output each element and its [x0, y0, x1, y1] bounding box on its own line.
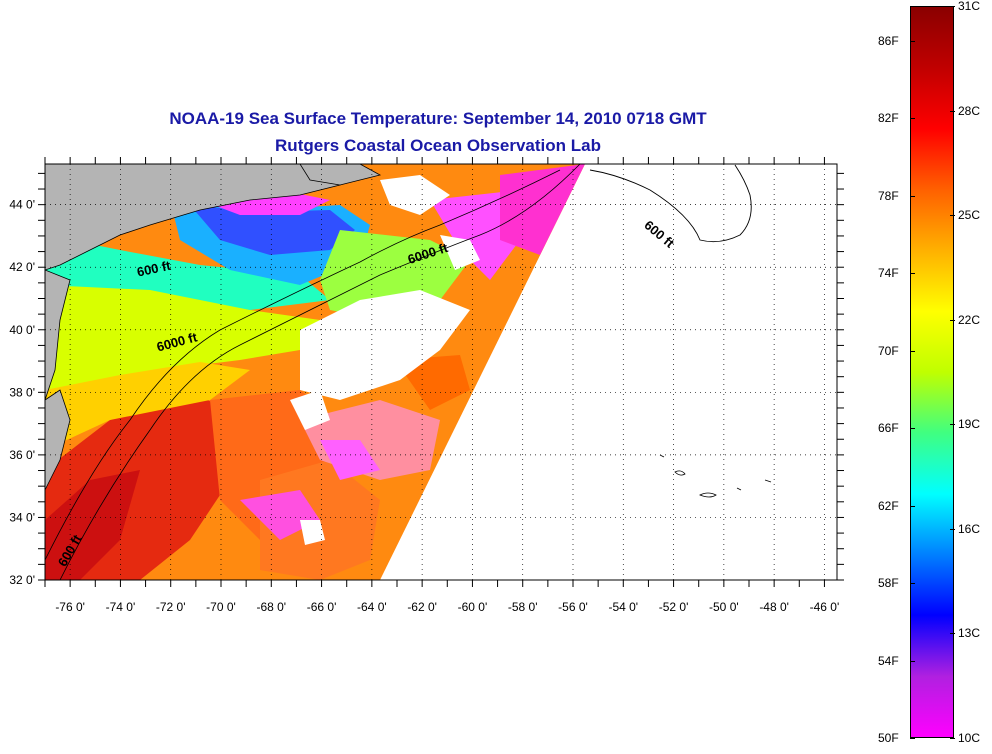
- colorbar-fahrenheit-label: 86F: [878, 33, 899, 48]
- lon-tick-label: -50 0': [709, 600, 739, 614]
- colorbar-fahrenheit-label: 82F: [878, 111, 899, 126]
- lon-tick-label: -68 0': [256, 600, 286, 614]
- map-subtitle: Rutgers Coastal Ocean Observation Lab: [275, 136, 601, 155]
- temperature-colorbar: [910, 6, 954, 738]
- colorbar-tick: [910, 350, 915, 352]
- colorbar-fahrenheit-label: 54F: [878, 653, 899, 668]
- colorbar-tick: [910, 583, 915, 585]
- colorbar-tick: [910, 505, 915, 507]
- land-nova-scotia: [299, 164, 382, 186]
- colorbar-fahrenheit-label: 62F: [878, 498, 899, 513]
- lon-tick-label: -52 0': [659, 600, 689, 614]
- colorbar-tick: [950, 424, 955, 426]
- colorbar-tick: [910, 428, 915, 430]
- lon-tick-label: -64 0': [357, 600, 387, 614]
- latitude-axis: 44 0' 42 0' 40 0' 38 0' 36 0' 34 0' 32 0': [9, 198, 35, 587]
- lon-tick-label: -70 0': [206, 600, 236, 614]
- colorbar-celsius-label: 19C: [958, 417, 981, 432]
- colorbar-tick: [910, 660, 915, 662]
- contour-6000ft: [59, 164, 581, 580]
- colorbar-celsius-label: 16C: [958, 521, 981, 536]
- colorbar-tick: [950, 528, 955, 530]
- colorbar-tick: [950, 6, 955, 7]
- lat-tick-label: 44 0': [9, 198, 35, 212]
- shelf-water: [45, 270, 330, 400]
- colorbar-tick: [950, 215, 955, 217]
- colorbar-celsius-label: 22C: [958, 312, 981, 327]
- lon-tick-label: -60 0': [458, 600, 488, 614]
- lon-tick-label: -72 0': [156, 600, 186, 614]
- lat-lon-grid: [38, 157, 844, 587]
- lon-tick-label: -74 0': [106, 600, 136, 614]
- lon-tick-label: -54 0': [608, 600, 638, 614]
- colorbar-fahrenheit-label: 66F: [878, 421, 899, 436]
- colorbar-celsius-label: 25C: [958, 208, 981, 223]
- colorbar-tick: [950, 738, 955, 739]
- colorbar-tick: [910, 738, 915, 739]
- colorbar-tick: [910, 195, 915, 197]
- cloud-cover: [300, 290, 470, 400]
- contour-600ft: [45, 169, 561, 561]
- colorbar-celsius-label: 28C: [958, 103, 981, 118]
- lon-tick-label: -66 0': [307, 600, 337, 614]
- colorbar-fahrenheit-label: 74F: [878, 266, 899, 281]
- colorbar-fahrenheit-label: 50F: [878, 731, 899, 745]
- lat-tick-label: 36 0': [9, 448, 35, 462]
- lon-tick-label: -76 0': [55, 600, 85, 614]
- colorbar-tick: [950, 110, 955, 112]
- lat-tick-label: 32 0': [9, 573, 35, 587]
- colorbar-tick: [950, 633, 955, 635]
- colorbar-tick: [910, 118, 915, 120]
- colorbar-fahrenheit-label: 58F: [878, 576, 899, 591]
- colorbar-celsius-label: 31C: [958, 0, 981, 13]
- colorbar-fahrenheit-label: 70F: [878, 343, 899, 358]
- lat-tick-label: 42 0': [9, 260, 35, 274]
- lat-tick-label: 40 0': [9, 323, 35, 337]
- colorbar-tick: [910, 40, 915, 42]
- colorbar-celsius-label: 13C: [958, 626, 981, 641]
- lon-tick-label: -46 0': [810, 600, 840, 614]
- colorbar-celsius-label: 10C: [958, 731, 981, 745]
- lat-tick-label: 38 0': [9, 385, 35, 399]
- longitude-axis: -76 0' -74 0' -72 0' -70 0' -68 0' -66 0' -64 …: [55, 600, 839, 614]
- contour-label: 600 ft: [136, 258, 173, 280]
- map-frame: [44, 163, 838, 581]
- colorbar-tick: [950, 319, 955, 321]
- newfoundland-outline: [589, 164, 752, 243]
- lon-tick-label: -48 0': [759, 600, 789, 614]
- map-title: NOAA-19 Sea Surface Temperature: Septemb…: [169, 109, 707, 128]
- lon-tick-label: -56 0': [558, 600, 588, 614]
- colorbar-fahrenheit-label: 78F: [878, 188, 899, 203]
- lon-tick-label: -58 0': [508, 600, 538, 614]
- colorbar-tick: [910, 273, 915, 275]
- lat-tick-label: 34 0': [9, 510, 35, 524]
- lon-tick-label: -62 0': [407, 600, 437, 614]
- sst-field: [45, 164, 837, 580]
